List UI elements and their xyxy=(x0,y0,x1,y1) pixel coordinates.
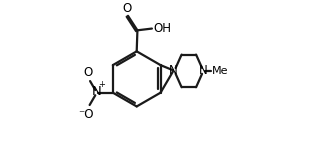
Text: N: N xyxy=(199,64,208,77)
Text: O: O xyxy=(84,66,93,79)
Text: +: + xyxy=(98,80,105,89)
Text: Me: Me xyxy=(212,66,228,76)
Text: OH: OH xyxy=(153,22,171,35)
Text: ⁻O: ⁻O xyxy=(78,108,94,121)
Text: N: N xyxy=(91,85,101,98)
Text: N: N xyxy=(169,64,178,77)
Text: O: O xyxy=(122,2,132,15)
